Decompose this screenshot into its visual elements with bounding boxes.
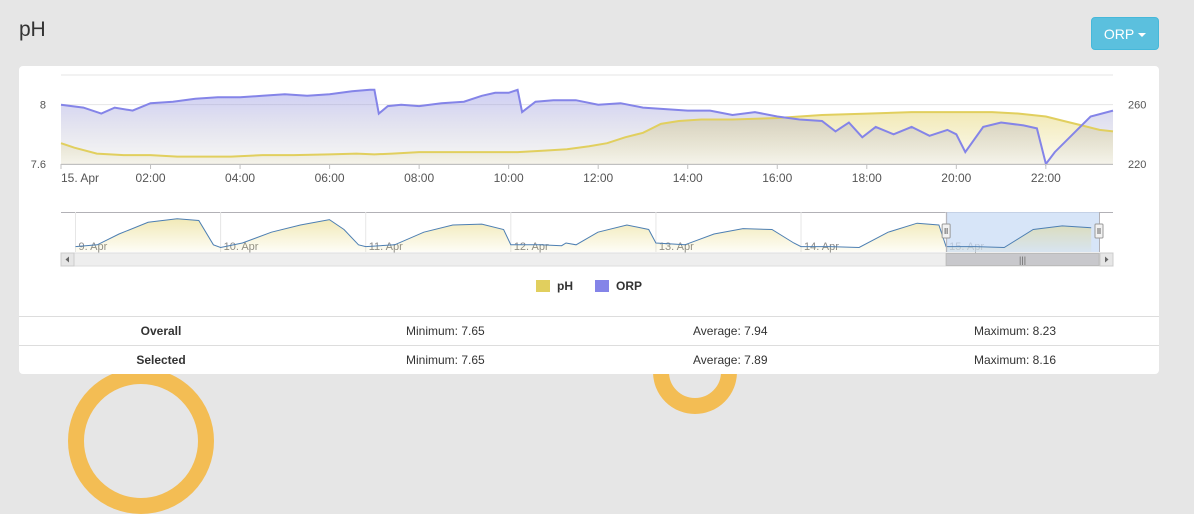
stats-average: Average: 7.94	[693, 324, 768, 338]
chevron-left-icon	[65, 256, 69, 263]
x-tick-label: 22:00	[1031, 171, 1061, 185]
x-tick-label: 18:00	[852, 171, 882, 185]
stats-row-overall: Overall Minimum: 7.65 Average: 7.94 Maxi…	[19, 316, 1159, 346]
legend-label-orp: ORP	[615, 279, 642, 293]
legend-swatch-ph	[535, 280, 550, 292]
x-tick-label: 04:00	[225, 171, 255, 185]
x-tick-label: 02:00	[136, 171, 166, 185]
legend-item-orp[interactable]: ORP	[594, 279, 642, 293]
metric-select-label: ORP	[1103, 25, 1135, 42]
orp-area	[61, 89, 1113, 164]
stats-label: Selected	[136, 353, 186, 367]
y-right-tick-label: 220	[1128, 159, 1146, 171]
x-tick-label: 20:00	[941, 171, 971, 185]
legend-swatch-orp	[594, 280, 609, 292]
caret-down-icon	[1138, 32, 1147, 37]
navigator-handle-left[interactable]	[941, 223, 951, 239]
scrollbar-grip-icon: |||	[1019, 255, 1026, 265]
x-tick-label: 08:00	[404, 171, 434, 185]
chart-legend: pH ORP	[19, 279, 1159, 293]
scrollbar-thumb[interactable]	[945, 253, 1100, 266]
background-ring-left	[68, 368, 214, 514]
page-title: pH	[19, 18, 46, 41]
chart: 15. Apr 02:00 04:00 06:00 08:00 10:00 12:00 14:…	[31, 74, 1146, 267]
stats-label: Overall	[140, 324, 182, 338]
stats-average: Average: 7.89	[693, 353, 768, 367]
chart-card: 15. Apr 02:00 04:00 06:00 08:00 10:00 12:00 14:…	[19, 66, 1159, 374]
x-tick-label: 14:00	[673, 171, 703, 185]
legend-label-ph: pH	[556, 279, 573, 293]
y-right-tick-label: 260	[1128, 100, 1146, 112]
orp-series-line	[60, 88, 1114, 167]
stats-maximum: Maximum: 8.23	[974, 324, 1057, 338]
ph-series-line	[60, 111, 1114, 158]
x-tick-label: 12:00	[583, 171, 613, 185]
stats-row-selected: Selected Minimum: 7.65 Average: 7.89 Max…	[19, 345, 1159, 374]
y-left-tick-label: 7.6	[31, 159, 46, 171]
x-tick-label: 16:00	[762, 171, 792, 185]
navigator-handle-right[interactable]	[1094, 223, 1104, 239]
stats-maximum: Maximum: 8.16	[974, 353, 1057, 367]
navigator-ph-area	[75, 218, 1092, 252]
navigator-ph-line	[75, 218, 1092, 249]
x-tick-label: 06:00	[315, 171, 345, 185]
metric-select-button[interactable]: ORP	[1091, 17, 1159, 50]
x-tick-label: 10:00	[494, 171, 524, 185]
chevron-right-icon	[1105, 256, 1109, 263]
stats-minimum: Minimum: 7.65	[406, 353, 485, 367]
stats-minimum: Minimum: 7.65	[406, 324, 485, 338]
legend-item-ph[interactable]: pH	[535, 279, 573, 293]
x-tick-label: 15. Apr	[61, 171, 99, 185]
y-left-tick-label: 8	[40, 100, 46, 112]
